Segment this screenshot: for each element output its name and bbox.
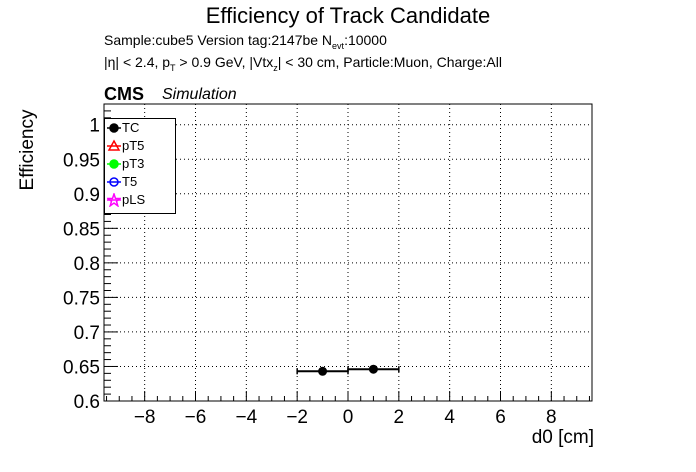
subtitle-sample-subscript: evt	[332, 40, 345, 51]
axis-ticks	[104, 103, 590, 402]
x-tick-label: −8	[134, 407, 156, 428]
subtitle-selection-sub1: T	[170, 62, 176, 73]
chart-subtitle-selection: |η| < 2.4, pT > 0.9 GeV, |Vtxz| < 30 cm,…	[104, 54, 502, 73]
x-tick-label: 0	[343, 407, 354, 428]
x-tick-label: 2	[394, 407, 405, 428]
subtitle-selection-part3: | < 30 cm, Particle:Muon, Charge:All	[277, 54, 502, 70]
legend-marker-tc	[107, 123, 121, 133]
subtitle-selection-part1: |η| < 2.4, p	[104, 54, 171, 70]
legend-label: T5	[122, 174, 138, 189]
legend-marker-t5	[107, 177, 121, 187]
x-tick-label: 6	[495, 407, 506, 428]
subtitle-selection-part2: > 0.9 GeV, |Vtx	[175, 54, 274, 70]
x-tick-label: 4	[444, 407, 455, 428]
plot-frame	[103, 103, 593, 402]
legend-entry-pt5: pT5	[105, 138, 175, 155]
legend-entry-pls: pLS	[105, 192, 175, 209]
simulation-label: Simulation	[162, 86, 237, 103]
legend-marker-pls	[107, 193, 121, 207]
legend-label: pT5	[122, 138, 145, 153]
legend-entry-pt3: pT3	[105, 156, 175, 173]
legend-label: TC	[122, 120, 140, 135]
legend: TC pT5 pT3 T5 pLS	[104, 118, 176, 214]
legend-label: pT3	[122, 156, 145, 171]
y-tick-label: 0.85	[63, 219, 100, 240]
data-point-tc	[368, 364, 378, 374]
subtitle-sample-count: :10000	[344, 32, 387, 48]
cms-label: CMS	[104, 84, 144, 104]
y-tick-label: 0.95	[63, 150, 100, 171]
chart-title: Efficiency of Track Candidate	[205, 3, 491, 28]
legend-marker-pt5	[107, 139, 121, 151]
x-tick-label: −4	[235, 407, 257, 428]
x-axis-label: d0 [cm]	[531, 427, 594, 448]
legend-entry-t5: T5	[105, 174, 175, 191]
y-tick-label: 0.65	[63, 357, 100, 378]
chart-subtitle-sample: Sample:cube5 Version tag:2147be Nevt:100…	[104, 32, 387, 51]
grid-lines	[104, 104, 592, 402]
x-tick-label: −6	[185, 407, 207, 428]
x-tick-label: 8	[546, 407, 557, 428]
y-tick-label: 1	[89, 116, 100, 137]
subtitle-selection-sub2: z	[273, 62, 278, 73]
subtitle-sample-text: Sample:cube5 Version tag:2147be N	[104, 32, 333, 48]
tick-labels: −8 −6 −4 −2 0 2 4 6 8 0.6 0.65 0.7 0.75 0.8 0.85 0.9 0.9…	[63, 116, 557, 428]
y-tick-label: 0.9	[74, 185, 100, 206]
data-point-tc	[318, 366, 328, 376]
y-tick-label: 0.6	[74, 392, 100, 413]
legend-marker-pt3	[107, 159, 121, 169]
y-tick-label: 0.75	[63, 288, 100, 309]
data-marks	[296, 364, 400, 376]
legend-entry-tc: TC	[105, 120, 175, 137]
legend-label: pLS	[122, 192, 146, 207]
y-tick-label: 0.8	[74, 254, 100, 275]
x-tick-label: −2	[286, 407, 308, 428]
y-tick-label: 0.7	[74, 323, 100, 344]
